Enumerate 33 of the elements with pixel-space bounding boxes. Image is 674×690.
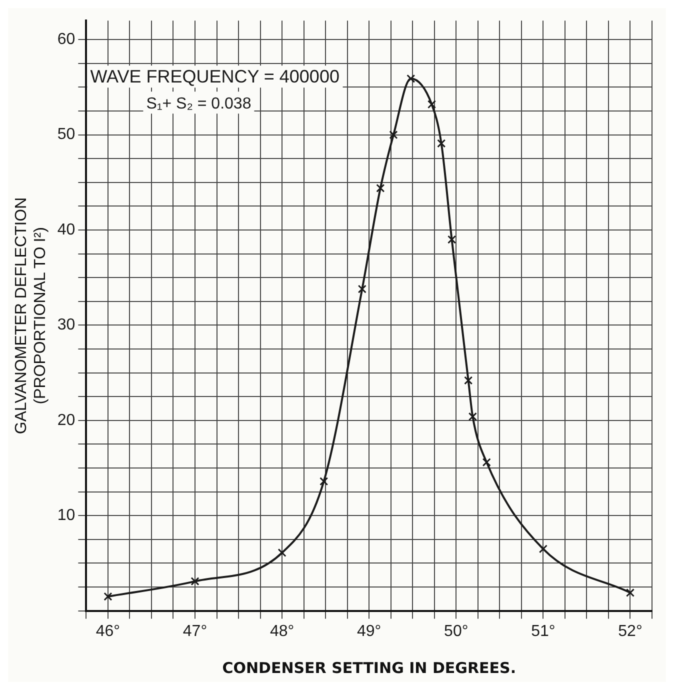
y-tick-label: 20 (57, 412, 76, 429)
point (482, 458, 491, 467)
x-axis-title: CONDENSER SETTING IN DEGREES. (222, 658, 516, 677)
x-tick-label: 46° (96, 622, 120, 640)
point (538, 544, 548, 554)
point (427, 100, 436, 109)
x-tick-label: 49° (356, 622, 382, 640)
point (190, 577, 200, 586)
point (376, 184, 385, 192)
point (464, 376, 473, 385)
x-tick-label: 51° (531, 622, 556, 640)
x-tick-label: 52° (618, 622, 642, 640)
x-tick-label: 47° (182, 622, 208, 640)
y-tick-label: 50 (57, 126, 76, 144)
point (358, 284, 366, 294)
point (104, 592, 112, 601)
point (626, 588, 635, 597)
point (437, 139, 446, 148)
y-tick-label: 40 (57, 221, 76, 238)
point (468, 412, 477, 421)
annotation: WAVE FREQUENCY = 400000 (90, 66, 340, 87)
y-axis-title: GALVANOMETER DEFLECTION (PROPORTIONAL TO I²) (13, 197, 50, 434)
point (278, 548, 286, 558)
y-tick-label: 30 (57, 316, 76, 334)
y-tick-label: 10 (57, 507, 76, 524)
annotation: S₁+ S₂ = 0.038 (146, 96, 252, 113)
point (320, 477, 328, 486)
point (389, 130, 398, 140)
point (406, 74, 416, 83)
x-tick-label: 48° (270, 622, 294, 640)
y-tick-label: 60 (57, 31, 76, 48)
point (448, 235, 456, 244)
x-tick-label: 50° (444, 622, 468, 640)
